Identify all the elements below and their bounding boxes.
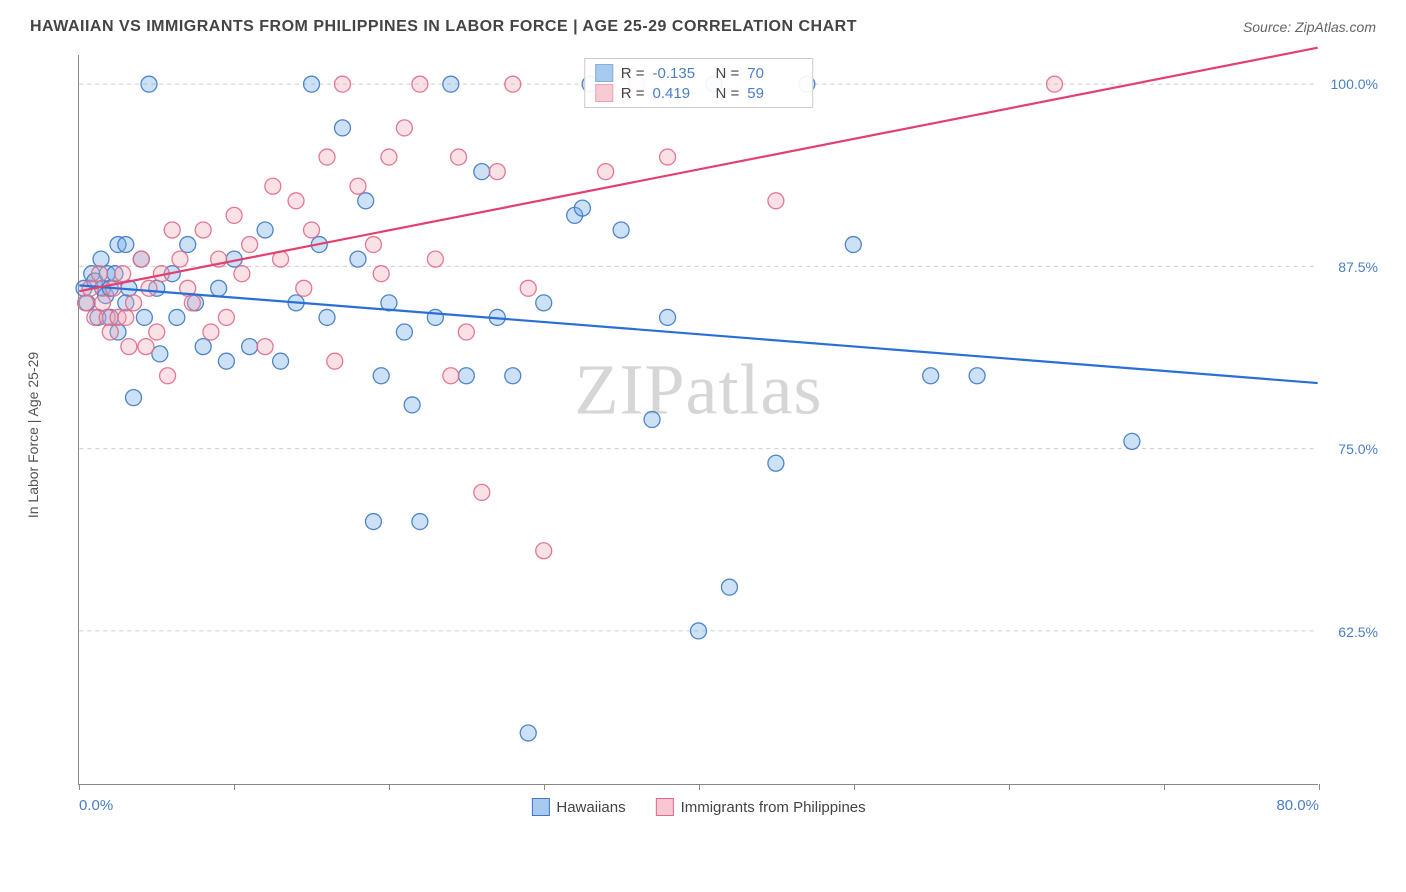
- stats-box: R = -0.135 N = 70 R = 0.419 N = 59: [584, 58, 814, 108]
- x-tick-label: 80.0%: [1276, 797, 1319, 814]
- y-tick-label: 87.5%: [1338, 259, 1378, 275]
- legend-square-icon: [531, 798, 549, 816]
- legend-square-hawaiians: [595, 64, 613, 82]
- stat-r-label: R =: [621, 85, 645, 102]
- bottom-legend: Hawaiians Immigrants from Philippines: [531, 798, 865, 816]
- stat-r-value-1: 0.419: [653, 85, 708, 102]
- stat-n-value-0: 70: [747, 65, 802, 82]
- stat-r-label: R =: [621, 65, 645, 82]
- legend-label-1: Immigrants from Philippines: [681, 799, 866, 816]
- x-tick-mark: [234, 784, 235, 790]
- stat-r-value-0: -0.135: [653, 65, 708, 82]
- plot-svg: [79, 55, 1318, 784]
- stat-n-value-1: 59: [747, 85, 802, 102]
- plot-area: ZIPatlas R = -0.135 N = 70 R = 0.419 N =…: [78, 55, 1318, 785]
- legend-item-philippines: Immigrants from Philippines: [656, 798, 866, 816]
- stats-row-hawaiians: R = -0.135 N = 70: [595, 63, 803, 83]
- correlation-chart: In Labor Force | Age 25-29 ZIPatlas R = …: [48, 55, 1368, 815]
- x-tick-mark: [1319, 784, 1320, 790]
- stat-n-label: N =: [716, 85, 740, 102]
- legend-square-icon: [656, 798, 674, 816]
- x-tick-mark: [389, 784, 390, 790]
- x-tick-mark: [1164, 784, 1165, 790]
- x-tick-mark: [79, 784, 80, 790]
- legend-square-philippines: [595, 84, 613, 102]
- legend-label-0: Hawaiians: [556, 799, 625, 816]
- page-title: HAWAIIAN VS IMMIGRANTS FROM PHILIPPINES …: [30, 18, 857, 36]
- source-attribution: Source: ZipAtlas.com: [1243, 19, 1376, 35]
- y-axis-label: In Labor Force | Age 25-29: [25, 352, 41, 518]
- x-tick-mark: [1009, 784, 1010, 790]
- x-tick-mark: [699, 784, 700, 790]
- y-tick-label: 62.5%: [1338, 624, 1378, 640]
- x-tick-mark: [544, 784, 545, 790]
- legend-item-hawaiians: Hawaiians: [531, 798, 625, 816]
- x-tick-mark: [854, 784, 855, 790]
- x-tick-label: 0.0%: [79, 797, 113, 814]
- y-tick-label: 100.0%: [1331, 76, 1378, 92]
- stat-n-label: N =: [716, 65, 740, 82]
- y-tick-label: 75.0%: [1338, 441, 1378, 457]
- stats-row-philippines: R = 0.419 N = 59: [595, 83, 803, 103]
